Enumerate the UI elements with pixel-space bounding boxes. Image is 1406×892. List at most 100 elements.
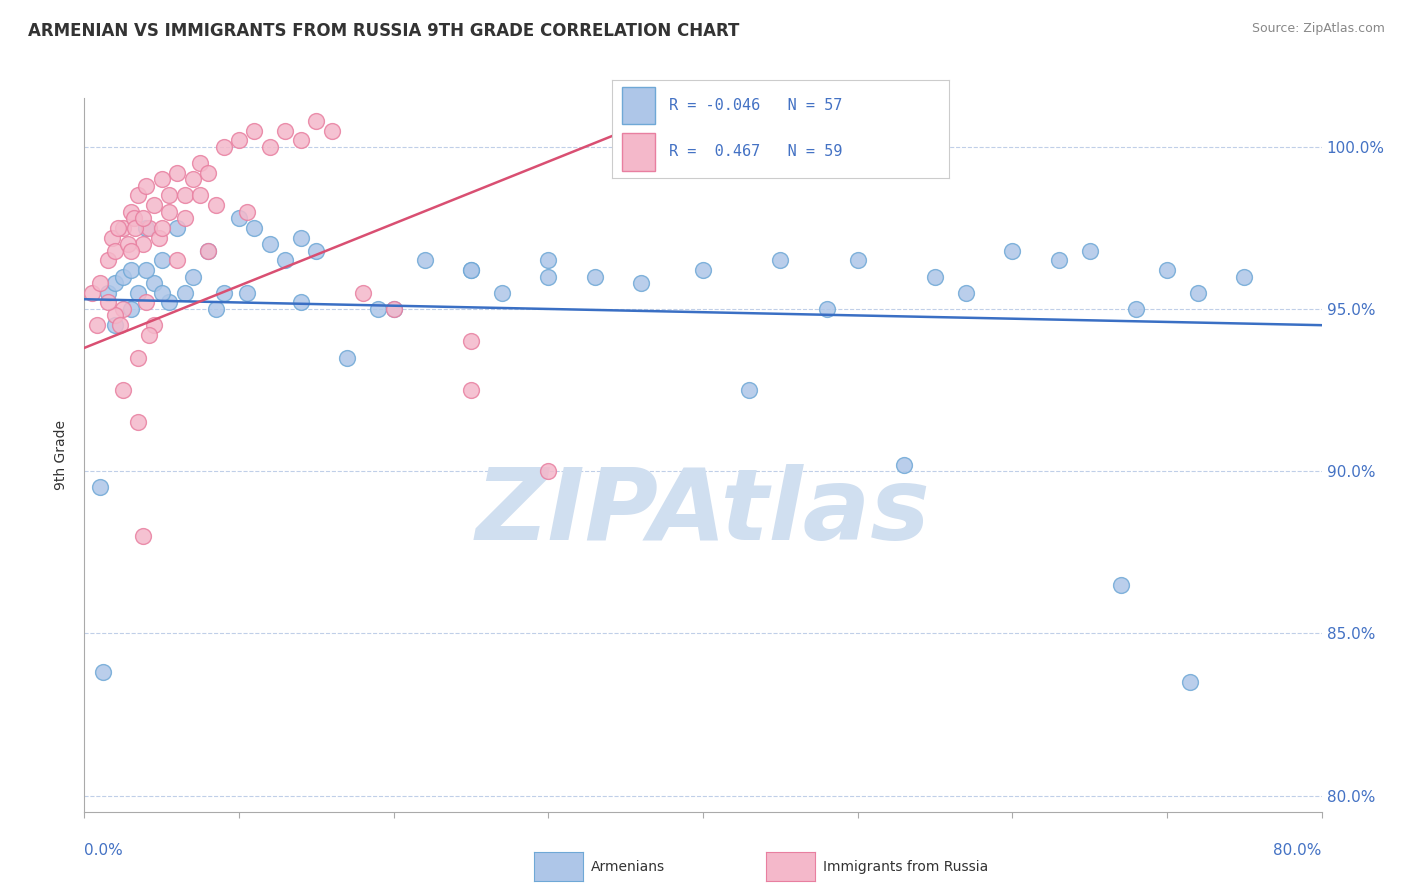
Point [91, 665, 114, 680]
Point [166, 253, 188, 268]
Point [769, 253, 792, 268]
Point [537, 253, 560, 268]
Point [135, 295, 157, 310]
Text: ZIPAtlas: ZIPAtlas [475, 464, 931, 560]
Point [181, 172, 204, 186]
Point [112, 269, 135, 284]
Point [188, 188, 212, 202]
Point [491, 285, 513, 300]
Point [174, 211, 197, 226]
Point [738, 383, 761, 397]
Point [228, 133, 250, 147]
Point [97, 295, 120, 310]
Point [243, 220, 266, 235]
Point [174, 188, 197, 202]
Text: Immigrants from Russia: Immigrants from Russia [823, 860, 988, 874]
Point [143, 276, 166, 290]
Point [460, 263, 482, 277]
Point [150, 285, 173, 300]
Point [132, 211, 155, 226]
Point [104, 318, 127, 333]
Point [205, 198, 228, 212]
Point [143, 198, 166, 212]
Point [150, 253, 173, 268]
Point [101, 230, 124, 244]
Point [122, 211, 145, 226]
Point [212, 285, 235, 300]
Point [197, 244, 219, 258]
Point [846, 253, 869, 268]
Point [120, 204, 142, 219]
Point [367, 301, 389, 316]
Point [382, 301, 405, 316]
Point [1125, 301, 1147, 316]
Point [955, 285, 977, 300]
Point [1001, 244, 1024, 258]
Point [212, 140, 235, 154]
Point [89, 480, 111, 494]
Text: Armenians: Armenians [591, 860, 665, 874]
Point [537, 464, 560, 478]
Point [1233, 269, 1256, 284]
Point [112, 220, 135, 235]
Point [259, 140, 281, 154]
Point [82, 285, 104, 300]
Point [321, 123, 343, 137]
Point [97, 285, 120, 300]
Y-axis label: 9th Grade: 9th Grade [55, 420, 69, 490]
Bar [621, 133, 655, 170]
Point [135, 220, 157, 235]
Point [97, 253, 120, 268]
Text: Source: ZipAtlas.com: Source: ZipAtlas.com [1251, 22, 1385, 36]
Point [537, 269, 560, 284]
Point [159, 295, 181, 310]
Point [815, 301, 838, 316]
Point [290, 133, 312, 147]
Point [104, 244, 127, 258]
Point [228, 211, 250, 226]
Point [197, 166, 219, 180]
Point [236, 285, 259, 300]
Point [181, 269, 204, 284]
Point [893, 458, 915, 472]
Bar [621, 87, 655, 124]
Point [197, 244, 219, 258]
Point [138, 220, 160, 235]
Point [305, 244, 328, 258]
Point [117, 237, 139, 252]
Point [135, 263, 157, 277]
Point [305, 113, 328, 128]
Point [124, 220, 146, 235]
Point [336, 351, 359, 365]
Point [236, 204, 259, 219]
Point [89, 276, 111, 290]
Point [460, 334, 482, 349]
Point [107, 220, 129, 235]
Point [382, 301, 405, 316]
Point [290, 230, 312, 244]
Point [1047, 253, 1070, 268]
Point [1180, 675, 1202, 690]
Point [1156, 263, 1178, 277]
Point [104, 309, 127, 323]
Point [132, 237, 155, 252]
Point [174, 285, 197, 300]
Point [159, 188, 181, 202]
Point [104, 276, 127, 290]
Point [132, 529, 155, 543]
Point [120, 263, 142, 277]
Point [924, 269, 946, 284]
Point [1109, 577, 1132, 591]
Text: R =  0.467   N = 59: R = 0.467 N = 59 [669, 145, 842, 160]
Point [274, 253, 297, 268]
Point [112, 301, 135, 316]
Point [150, 172, 173, 186]
Point [188, 156, 212, 170]
Point [112, 383, 135, 397]
Point [460, 383, 482, 397]
Point [120, 301, 142, 316]
Point [128, 188, 150, 202]
Point [120, 244, 142, 258]
Point [135, 178, 157, 193]
Point [128, 285, 150, 300]
